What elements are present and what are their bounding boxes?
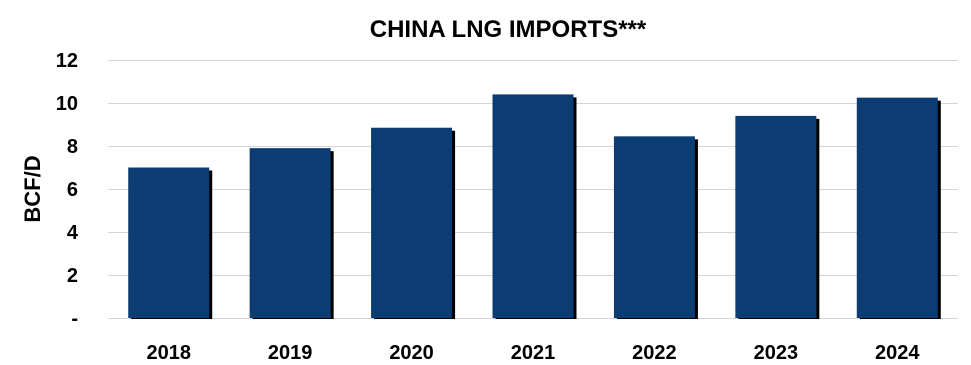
bar-2019 [249, 148, 334, 319]
x-axis-ticks: 2018 2019 2020 2021 2022 2023 2024 [146, 342, 920, 364]
bar [249, 148, 331, 318]
y-tick-label: - [71, 308, 78, 330]
y-axis-ticks: - 2 4 6 8 10 12 [56, 50, 79, 330]
bar [613, 136, 695, 318]
bar [492, 94, 574, 319]
y-tick-label: 6 [67, 179, 78, 201]
bar-2020 [371, 127, 456, 319]
x-tick-label: 2020 [389, 342, 434, 364]
bar-2022 [613, 136, 698, 319]
bar-2023 [735, 115, 820, 320]
y-tick-label: 2 [67, 265, 78, 287]
x-tick-label: 2018 [146, 342, 191, 364]
y-tick-label: 8 [67, 136, 78, 158]
x-tick-label: 2022 [632, 342, 677, 364]
x-tick-label: 2023 [754, 342, 799, 364]
y-axis-label: BCF/D [20, 155, 45, 222]
x-tick-label: 2019 [268, 342, 313, 364]
bar-2021 [492, 94, 577, 320]
y-tick-label: 4 [67, 222, 79, 244]
chart-title: CHINA LNG IMPORTS*** [370, 16, 647, 43]
bars [128, 94, 941, 320]
bar-2024 [856, 97, 941, 319]
y-tick-label: 10 [56, 93, 78, 115]
bar [735, 115, 817, 319]
y-tick-label: 12 [56, 50, 78, 72]
x-tick-label: 2024 [875, 342, 920, 364]
bar [371, 127, 453, 318]
bar-2018 [128, 167, 213, 319]
bar [128, 167, 210, 318]
x-tick-label: 2021 [511, 342, 556, 364]
bar [856, 97, 938, 318]
